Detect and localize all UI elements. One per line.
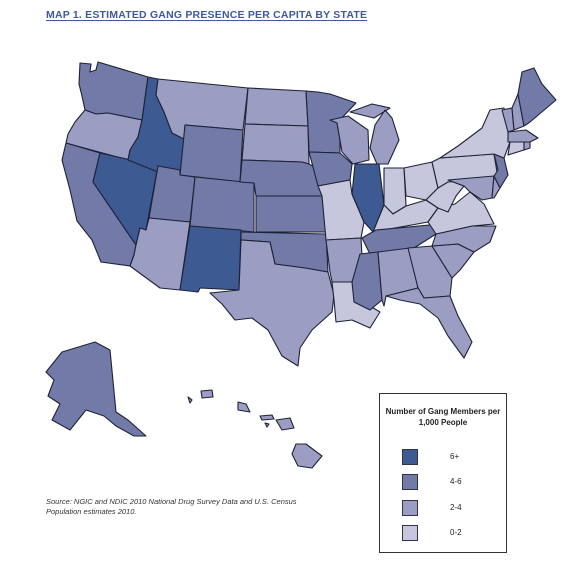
state-AK[interactable] — [45, 341, 147, 437]
state-CO[interactable] — [189, 176, 255, 233]
legend-label: 2-4 — [450, 503, 462, 512]
map-title: MAP 1. ESTIMATED GANG PRESENCE PER CAPIT… — [46, 9, 368, 21]
legend-swatch — [402, 500, 418, 516]
legend-item-4-6: 4-6 — [402, 474, 502, 490]
legend-swatch — [402, 449, 418, 465]
legend-label: 0-2 — [450, 528, 462, 537]
state-ND[interactable] — [244, 87, 309, 127]
state-TX[interactable] — [209, 239, 335, 367]
state-NY[interactable] — [439, 107, 511, 159]
source-note: Source: NGIC and NDIC 2010 National Drug… — [46, 497, 297, 516]
state-IA[interactable] — [308, 151, 353, 187]
legend-swatch — [402, 525, 418, 541]
legend-label: 4-6 — [450, 477, 462, 486]
state-MI[interactable] — [349, 103, 400, 165]
legend: Number of Gang Members per 1,000 People … — [379, 393, 507, 553]
state-WY[interactable] — [179, 124, 244, 183]
state-FL[interactable] — [385, 287, 473, 359]
state-WI[interactable] — [329, 115, 370, 165]
state-KS[interactable] — [255, 195, 327, 233]
legend-item-2-4: 2-4 — [402, 500, 502, 516]
legend-title: Number of Gang Members per 1,000 People — [385, 407, 501, 427]
state-MO[interactable] — [317, 179, 365, 241]
legend-item-0-2: 0-2 — [402, 525, 502, 541]
state-MA[interactable] — [507, 129, 539, 143]
state-HI[interactable] — [187, 389, 323, 469]
state-IN[interactable] — [383, 167, 407, 215]
legend-item-6-plus: 6+ — [402, 449, 502, 465]
legend-label: 6+ — [450, 452, 460, 461]
legend-swatch — [402, 474, 418, 490]
state-ME[interactable] — [517, 67, 557, 127]
state-NM[interactable] — [179, 225, 242, 293]
state-SD[interactable] — [241, 123, 310, 165]
